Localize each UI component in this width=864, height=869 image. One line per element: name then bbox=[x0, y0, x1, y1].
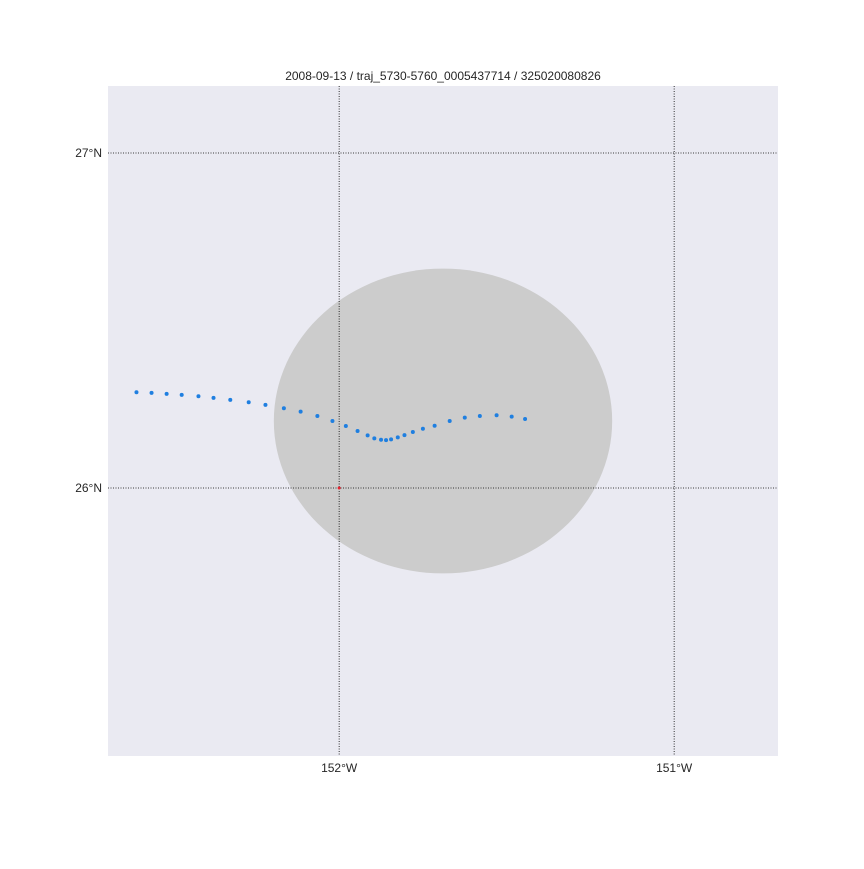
lat-label: 26°N bbox=[75, 481, 102, 495]
trajectory-point bbox=[420, 426, 425, 431]
trajectory-point bbox=[494, 413, 499, 418]
trajectory-point bbox=[410, 430, 415, 435]
trajectory-point bbox=[211, 395, 216, 400]
trajectory-point bbox=[263, 402, 268, 407]
lat-label: 27°N bbox=[75, 146, 102, 160]
lon-label: 152°W bbox=[321, 761, 358, 775]
trajectory-point bbox=[462, 415, 467, 420]
trajectory-point bbox=[149, 390, 154, 395]
trajectory-point bbox=[246, 400, 251, 405]
region-ellipse bbox=[273, 268, 613, 574]
trajectory-point bbox=[281, 406, 286, 411]
trajectory-point bbox=[379, 437, 384, 442]
trajectory-point bbox=[389, 437, 394, 442]
trajectory-point bbox=[179, 392, 184, 397]
trajectory-point bbox=[228, 397, 233, 402]
map-title: 2008-09-13 / traj_5730-5760_0005437714 /… bbox=[285, 69, 601, 83]
trajectory-point bbox=[298, 409, 303, 414]
trajectory-point bbox=[523, 416, 528, 421]
trajectory-point bbox=[395, 435, 400, 440]
trajectory-point bbox=[372, 436, 377, 441]
trajectory-point bbox=[447, 419, 452, 423]
trajectory-point bbox=[509, 414, 514, 419]
trajectory-point bbox=[477, 413, 482, 418]
trajectory-point bbox=[365, 433, 370, 438]
reference-point-marker bbox=[337, 486, 341, 490]
trajectory-point bbox=[343, 424, 348, 429]
trajectory-point bbox=[330, 419, 335, 423]
trajectory-point bbox=[196, 394, 201, 399]
trajectory-point bbox=[164, 391, 169, 396]
trajectory-point bbox=[134, 390, 139, 395]
trajectory-point bbox=[432, 423, 437, 428]
trajectory-point bbox=[315, 413, 320, 418]
trajectory-point bbox=[355, 429, 360, 434]
trajectory-point bbox=[402, 433, 407, 438]
lon-label: 151°W bbox=[656, 761, 693, 775]
trajectory-point bbox=[384, 438, 389, 443]
